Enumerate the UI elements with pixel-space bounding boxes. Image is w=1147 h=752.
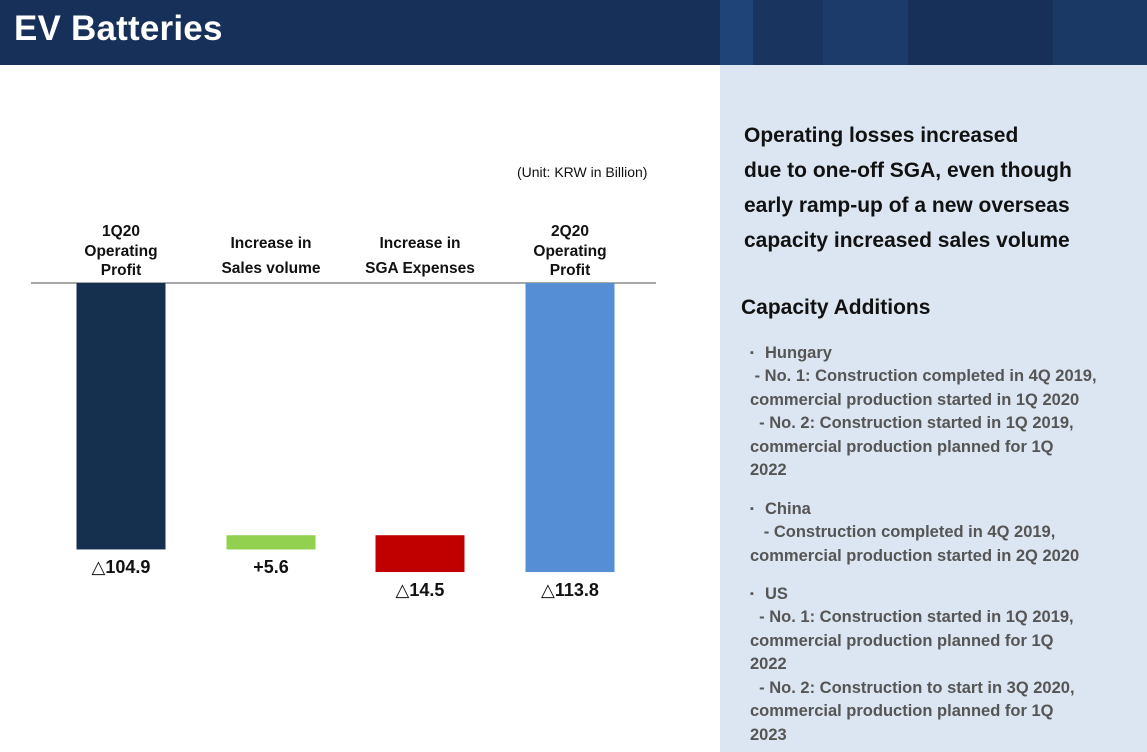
section-line: - No. 2: Construction started in 1Q 2019… [750, 414, 1074, 433]
category-label-line: 2Q20 [551, 223, 589, 240]
capacity-section-china: ▪ China - Construction completed in 4Q 20… [750, 497, 1145, 568]
section-line: commercial production started in 2Q 2020 [750, 546, 1080, 565]
section-line: 2023 [750, 725, 787, 744]
category-label: Increase in SGA Expenses [345, 231, 495, 281]
header-stripe [823, 0, 908, 65]
summary-line: early ramp-up of a new overseas [744, 194, 1070, 217]
capacity-section-us: ▪ US - No. 1: Construction started in 1Q … [750, 582, 1145, 748]
header-stripe [720, 0, 753, 65]
right-panel [720, 65, 1147, 752]
category-label-line: Increase in [230, 235, 312, 252]
chart-bar [226, 535, 316, 550]
category-label-line: Increase in [379, 235, 461, 252]
header-stripe [753, 0, 823, 65]
category-label-line: Profit [549, 262, 591, 279]
section-line: - No. 1: Construction completed in 4Q 20… [750, 367, 1097, 385]
category-label-line: Sales volume [221, 260, 321, 277]
data-label: △14.5 [395, 580, 445, 601]
capacity-title: Capacity Additions [741, 296, 931, 319]
summary-line: due to one-off SGA, even though [744, 159, 1072, 182]
section-name: Hungary [765, 344, 832, 362]
header-stripe [908, 0, 1053, 65]
summary-text: Operating losses increased due to one-of… [744, 118, 1139, 258]
category-label-line: Operating [84, 242, 158, 260]
category-label: 2Q20 Operating Profit [495, 222, 645, 281]
bullet-icon: ▪ [750, 503, 754, 515]
category-label-line: SGA Expenses [365, 260, 475, 277]
data-label: △104.9 [91, 557, 151, 578]
category-label-line: Operating [533, 242, 607, 260]
category-label: Increase in Sales volume [196, 231, 346, 281]
chart-svg [31, 282, 656, 573]
chart-bar [375, 535, 465, 573]
summary-line: Operating losses increased [744, 124, 1019, 147]
category-label-line: 1Q20 [102, 223, 140, 240]
summary-line: capacity increased sales volume [744, 229, 1070, 252]
section-line: commercial production planned for 1Q [750, 437, 1054, 456]
section-line: commercial production planned for 1Q [750, 702, 1054, 721]
category-label: 1Q20 Operating Profit [46, 222, 196, 281]
section-line: 2022 [750, 655, 787, 674]
section-line: commercial production started in 1Q 2020 [750, 390, 1080, 409]
unit-label: (Unit: KRW in Billion) [517, 164, 648, 180]
category-label-line: Profit [100, 262, 142, 279]
page-title: EV Batteries [14, 9, 223, 48]
section-line: - No. 1: Construction started in 1Q 2019… [750, 608, 1074, 626]
section-line: 2022 [750, 461, 787, 480]
bullet-icon: ▪ [750, 588, 754, 600]
data-label: +5.6 [253, 557, 289, 578]
chart-bar [76, 283, 166, 550]
section-name: US [765, 585, 788, 603]
section-line: commercial production planned for 1Q [750, 631, 1054, 650]
section-line: - No. 2: Construction to start in 3Q 202… [750, 678, 1075, 697]
header-stripe [1053, 0, 1147, 65]
section-line: - Construction completed in 4Q 2019, [750, 523, 1056, 541]
chart-bar [525, 283, 615, 573]
section-name: China [765, 500, 811, 518]
data-label: △113.8 [541, 580, 599, 601]
capacity-section-hungary: ▪ Hungary - No. 1: Construction completed… [750, 341, 1145, 483]
bullet-icon: ▪ [750, 347, 754, 359]
